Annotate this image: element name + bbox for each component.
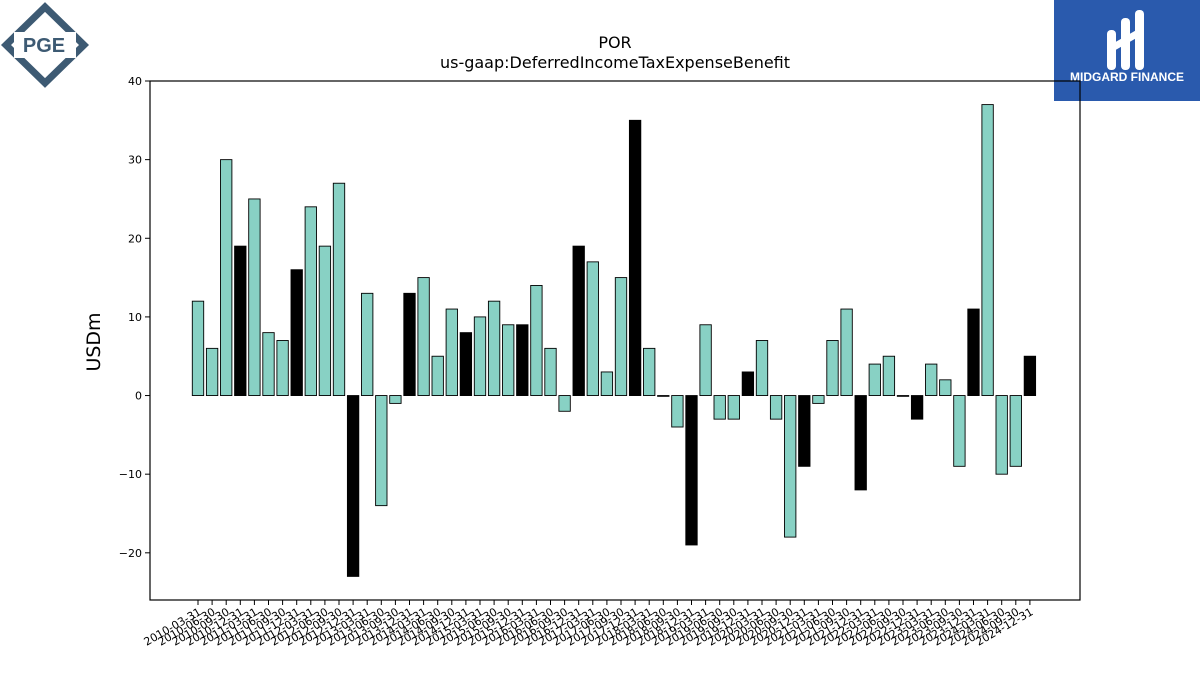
y-tick-label: 30: [128, 154, 142, 167]
bar: [826, 340, 839, 396]
bar: [346, 395, 360, 577]
bar: [628, 119, 642, 397]
bar: [417, 277, 430, 396]
bar: [234, 245, 247, 397]
bar: [868, 363, 881, 396]
bar: [685, 395, 698, 546]
bar: [248, 198, 261, 396]
bar: [798, 395, 811, 467]
bar: [191, 300, 205, 396]
bar: [431, 355, 444, 397]
y-tick-label: 10: [128, 311, 142, 324]
bar: [276, 340, 289, 396]
bar: [755, 340, 769, 396]
bar: [671, 395, 684, 428]
bar: [896, 395, 910, 397]
bar: [600, 371, 614, 396]
bar: [882, 355, 896, 397]
bar: [643, 347, 656, 396]
bar: [769, 395, 783, 420]
midgard-logo-text: MIDGARD FINANCE: [1070, 70, 1184, 84]
bar: [502, 324, 515, 396]
bar: [361, 292, 374, 397]
bar: [981, 104, 994, 396]
bar: [220, 159, 233, 397]
bar: [558, 395, 571, 412]
midgard-emblem-icon: [1107, 10, 1144, 70]
y-tick-label: −20: [119, 547, 142, 560]
y-tick-label: 0: [135, 390, 142, 403]
bar: [290, 269, 303, 397]
bar: [318, 245, 332, 397]
bar: [741, 371, 755, 396]
bar: [953, 395, 966, 467]
bar: [516, 324, 529, 396]
bar: [713, 395, 726, 420]
bar: [487, 300, 501, 396]
plot-frame: [149, 80, 1081, 601]
bar: [572, 245, 585, 397]
chart-subtitle: us-gaap:DeferredIncomeTaxExpenseBenefit: [440, 53, 790, 72]
bar: [332, 182, 346, 397]
bar: [1009, 395, 1022, 467]
bar: [586, 261, 599, 396]
bar: [657, 395, 670, 397]
bar: [459, 332, 473, 397]
bar: [967, 308, 980, 396]
bar: [854, 395, 867, 491]
midgard-finance-logo: MIDGARD FINANCE: [1054, 0, 1200, 101]
bar: [784, 395, 797, 538]
bar: [262, 332, 275, 397]
bar: [530, 285, 543, 396]
bar: [727, 395, 740, 420]
y-tick-label: −10: [119, 468, 142, 481]
bar: [812, 395, 825, 404]
y-tick-label: 20: [128, 232, 142, 245]
bar: [614, 277, 628, 396]
y-axis-label: USDm: [83, 312, 105, 371]
bar: [1023, 355, 1037, 397]
bar: [840, 308, 853, 396]
pge-logo-text: PGE: [23, 35, 65, 57]
bar: [389, 395, 402, 404]
bar: [925, 363, 938, 396]
pge-logo: PGE: [0, 2, 90, 88]
bar: [910, 395, 924, 420]
bar: [939, 379, 952, 397]
bar: [205, 347, 219, 396]
bar: [544, 347, 557, 396]
bar: [995, 395, 1008, 475]
bar: [445, 308, 458, 396]
bar: [473, 316, 487, 397]
bar: [699, 324, 712, 396]
bar: [403, 292, 416, 397]
bar: [304, 206, 317, 397]
bar: [375, 395, 388, 507]
chart-title: POR: [598, 33, 631, 52]
y-tick-label: 40: [128, 75, 142, 88]
